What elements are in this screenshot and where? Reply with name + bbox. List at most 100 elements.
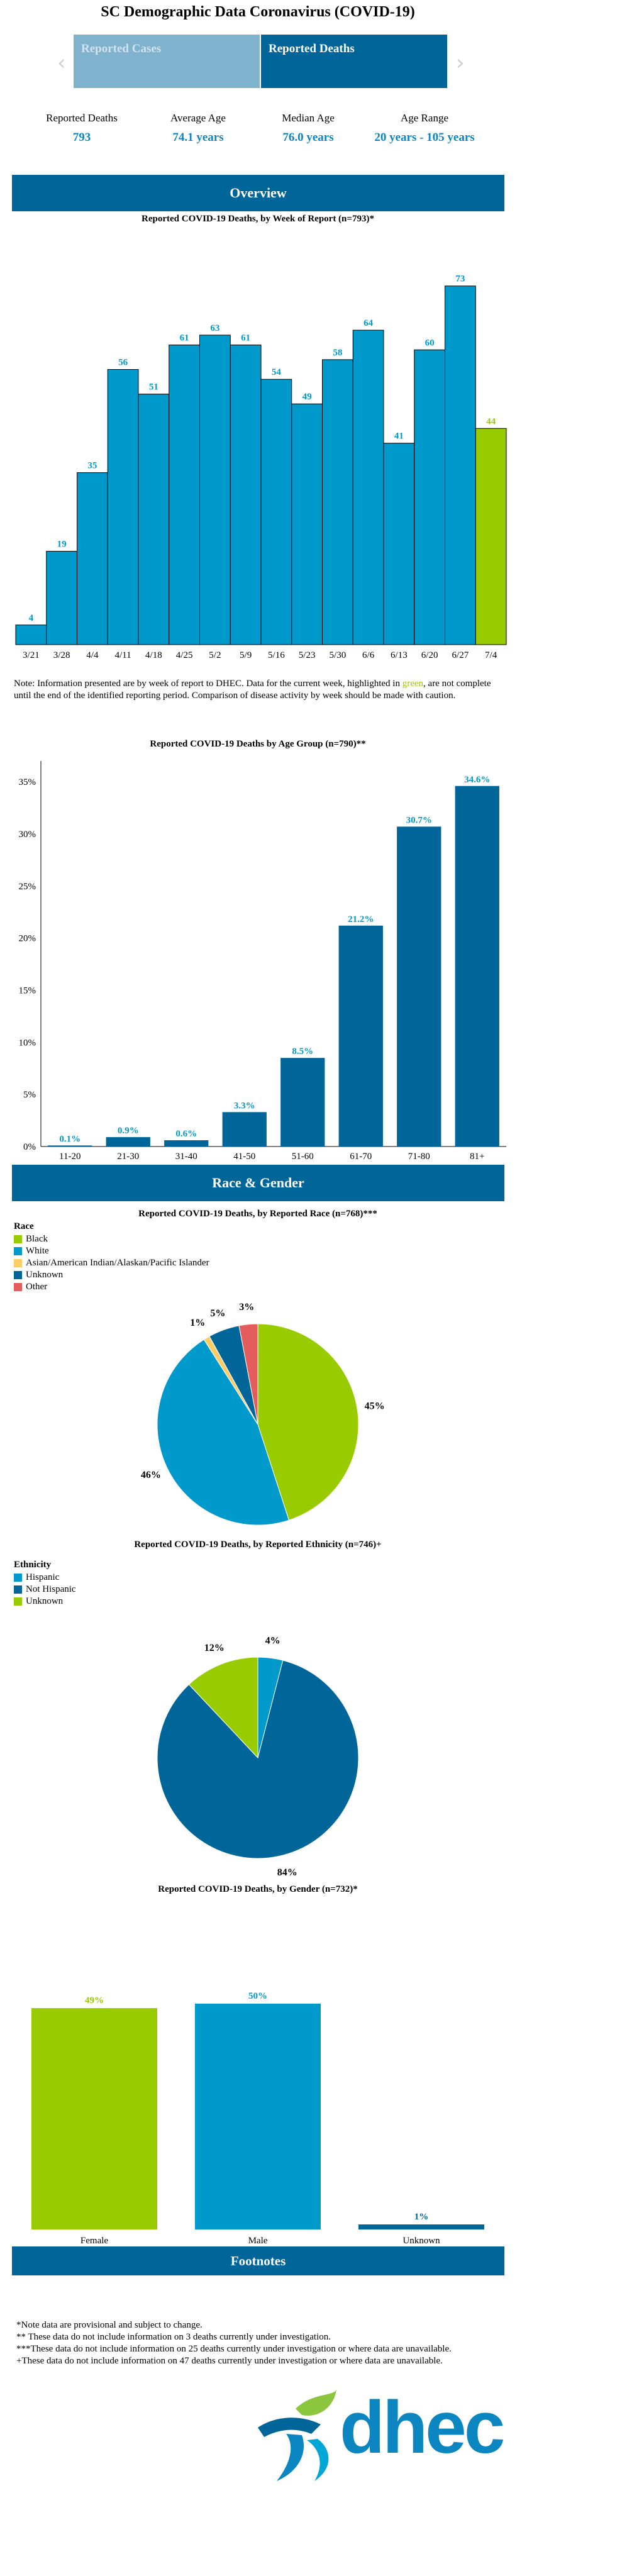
- legend-label: Black: [26, 1234, 48, 1244]
- slice-label: 45%: [365, 1401, 385, 1412]
- data-label: 61: [241, 333, 250, 343]
- bar: [195, 2003, 321, 2229]
- data-label: 51: [149, 382, 158, 392]
- y-tick-label: 35%: [19, 777, 36, 787]
- summary-stats: Reported Deaths 793 Average Age 74.1 yea…: [0, 112, 516, 150]
- chevron-left-icon[interactable]: ‹: [57, 50, 66, 75]
- race-pie-chart: 45% 46% 1% 5% 3%: [141, 1302, 385, 1526]
- tick-label: 5/30: [330, 650, 347, 660]
- ethnicity-chart-title: Reported COVID-19 Deaths, by Reported Et…: [134, 1540, 382, 1550]
- legend-title: Race: [14, 1221, 34, 1231]
- data-label: 49: [303, 392, 312, 402]
- pie-slice: [157, 1660, 359, 1859]
- legend-swatch: [14, 1259, 22, 1267]
- y-tick-label: 10%: [19, 1038, 36, 1048]
- data-label: 64: [364, 318, 374, 328]
- data-label: 54: [272, 367, 282, 377]
- legend-label: Asian/American Indian/Alaskan/Pacific Is…: [26, 1258, 209, 1268]
- logo-text: dhec: [340, 2386, 505, 2469]
- data-label: 0.9%: [118, 1126, 139, 1136]
- stat-label: Age Range: [400, 112, 448, 124]
- data-label: 41: [394, 431, 404, 441]
- legend-swatch: [14, 1283, 22, 1291]
- data-label: 60: [425, 338, 435, 348]
- bar: [138, 394, 170, 645]
- bar: [222, 1112, 267, 1146]
- bar: [358, 2224, 484, 2229]
- chevron-right-icon[interactable]: ›: [456, 50, 465, 75]
- tick-label: 3/21: [23, 650, 40, 660]
- pie-slice: [257, 1323, 359, 1521]
- note-text-end: , are not complete until the end of the …: [14, 679, 491, 701]
- slice-label: 4%: [265, 1635, 280, 1646]
- data-label: 58: [333, 348, 342, 358]
- stat-reported-deaths: Reported Deaths 793: [19, 112, 145, 145]
- legend-label: White: [26, 1246, 49, 1256]
- data-label: 50%: [248, 1991, 267, 2001]
- weekly-chart-title: Reported COVID-19 Deaths, by Week of Rep…: [142, 214, 374, 224]
- stat-value: 74.1 years: [172, 131, 224, 144]
- bar: [322, 359, 353, 645]
- note-text: Note: Information presented are by week …: [14, 679, 402, 689]
- legend-swatch: [14, 1271, 22, 1279]
- dhec-emblem-icon: [258, 2390, 336, 2481]
- slice-label: 1%: [190, 1318, 205, 1328]
- legend-label: Not Hispanic: [26, 1584, 76, 1594]
- bar: [230, 344, 262, 645]
- tick-label: 6/20: [421, 650, 438, 660]
- pie-slice: [238, 1323, 258, 1425]
- footnote: ** These data do not include information…: [16, 2332, 331, 2342]
- tick-label: 51-60: [292, 1152, 314, 1162]
- footnote: ***These data do not include information…: [16, 2344, 452, 2354]
- weekly-deaths-chart: 4 3/21 19 3/28 35 4/4 56 4/11 51 4/18 61 4/25 63 5/2 6…: [15, 274, 507, 660]
- slice-label: 12%: [204, 1643, 225, 1653]
- bar: [107, 369, 139, 645]
- footnote: +These data do not include information o…: [16, 2356, 443, 2366]
- tick-label: 5/9: [240, 650, 252, 660]
- bar: [199, 335, 231, 645]
- dhec-logo: dhec: [252, 2386, 509, 2490]
- legend-swatch: [14, 1235, 22, 1243]
- data-label: 35: [87, 461, 97, 471]
- tick-label: Female: [80, 2236, 108, 2246]
- bar: [383, 443, 415, 645]
- ethnicity-legend: Ethnicity Hispanic Not Hispanic Unknown: [14, 1560, 76, 1607]
- data-label: 49%: [85, 1996, 104, 2006]
- legend-item: Hispanic: [14, 1572, 76, 1584]
- bar: [31, 2008, 157, 2229]
- stat-value: 20 years - 105 years: [374, 131, 475, 144]
- y-tick-label: 20%: [19, 934, 36, 944]
- stat-value: 76.0 years: [282, 131, 334, 144]
- bar: [352, 330, 384, 645]
- footnote: *Note data are provisional and subject t…: [16, 2320, 203, 2330]
- tick-label: 11-20: [59, 1152, 80, 1162]
- tick-label: 41-50: [233, 1152, 255, 1162]
- bar: [46, 551, 77, 645]
- legend-swatch: [14, 1574, 22, 1582]
- legend-title: Ethnicity: [14, 1560, 52, 1570]
- tab-reported-deaths[interactable]: Reported Deaths: [261, 35, 447, 88]
- tab-reported-cases[interactable]: Reported Cases: [74, 35, 260, 88]
- slice-label: 46%: [141, 1470, 161, 1480]
- y-tick-label: 0%: [23, 1142, 36, 1152]
- bar: [475, 428, 507, 645]
- tick-label: 31-40: [175, 1152, 197, 1162]
- y-tick-label: 30%: [19, 830, 36, 840]
- y-tick-label: 5%: [23, 1090, 36, 1100]
- bar: [169, 344, 200, 645]
- data-label: 63: [210, 323, 219, 333]
- stat-value: 793: [72, 131, 91, 144]
- legend-label: Hispanic: [26, 1572, 60, 1582]
- ethnicity-pie-chart: 4% 84% 12%: [157, 1635, 359, 1878]
- stat-label: Reported Deaths: [46, 112, 118, 124]
- tick-label: 21-30: [117, 1152, 139, 1162]
- bar: [414, 349, 445, 645]
- bar: [260, 379, 292, 645]
- legend-item: Unknown: [14, 1269, 209, 1281]
- bar: [164, 1140, 209, 1146]
- slice-label: 5%: [210, 1308, 225, 1319]
- legend-label: Unknown: [26, 1596, 64, 1606]
- stat-label: Median Age: [282, 112, 335, 124]
- stat-median-age: Median Age 76.0 years: [245, 112, 371, 145]
- tick-label: 6/13: [391, 650, 408, 660]
